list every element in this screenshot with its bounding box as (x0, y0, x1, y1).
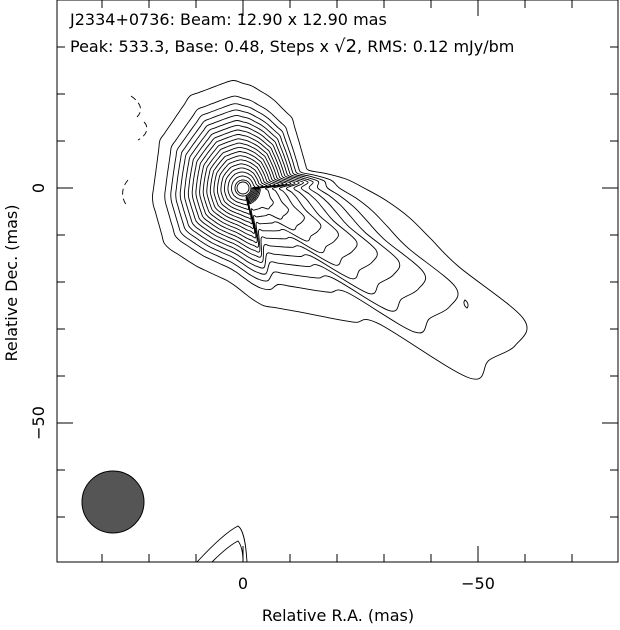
header-line2-suffix: , RMS: 0.12 mJy/bm (357, 37, 514, 56)
y-tick-label-0: 0 (29, 183, 48, 193)
contour-level (183, 120, 358, 266)
axis-ticks (57, 0, 618, 562)
restoring-beam (81, 470, 145, 534)
contour-level (199, 138, 292, 243)
contour-level (195, 134, 305, 248)
contour-level (164, 95, 459, 334)
contour-level (231, 175, 256, 201)
contour-level (216, 159, 272, 220)
contour-level (227, 171, 260, 206)
x-axis-label: Relative R.A. (mas) (262, 606, 414, 625)
island-contour (463, 299, 469, 309)
x-tick-label-neg50: −50 (461, 574, 495, 593)
contour-level (179, 114, 378, 280)
y-axis-label: Relative Dec. (mas) (2, 205, 21, 362)
contour-level (175, 109, 401, 295)
header-line2-prefix: Peak: 533.3, Base: 0.48, Steps x (70, 37, 334, 56)
negative-contour (137, 121, 148, 141)
peak-contour (236, 181, 250, 195)
negative-contour (122, 179, 129, 207)
header-line1: J2334+0736: Beam: 12.90 x 12.90 mas (69, 10, 387, 29)
contour-level (206, 146, 284, 234)
contour-level (152, 80, 528, 380)
contour-level (213, 155, 276, 225)
contour-level (234, 179, 252, 197)
contour-level (187, 124, 339, 258)
negative-contour (130, 95, 141, 118)
header-line2: Peak: 533.3, Base: 0.48, Steps x √2, RMS… (70, 36, 514, 57)
edge-contour (211, 540, 244, 563)
header-line2-sqrt: √2 (334, 36, 357, 57)
contour-level (223, 167, 264, 211)
contour-level (220, 163, 268, 215)
x-tick-label-0: 0 (238, 574, 248, 593)
contour-level (202, 142, 288, 239)
contour-level (209, 151, 280, 229)
edge-contour (196, 525, 248, 563)
y-tick-label-neg50: −50 (29, 406, 48, 440)
contour-level (191, 129, 322, 253)
contour-lines (152, 80, 528, 380)
edge-contours (196, 525, 248, 563)
contour-level (170, 103, 427, 312)
negative-contours (122, 95, 148, 207)
